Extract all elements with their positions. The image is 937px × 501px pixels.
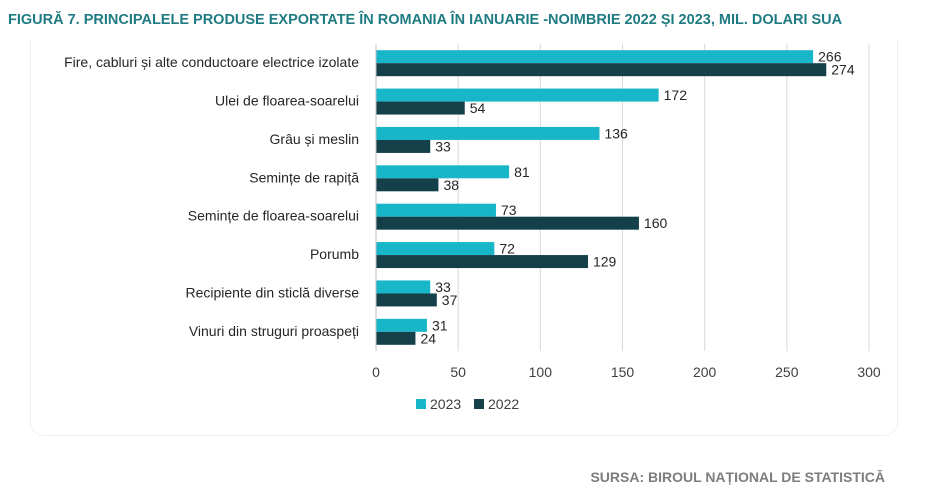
data-label: 136 [604, 125, 628, 141]
bar-2022 [376, 139, 431, 153]
bar-2022 [376, 331, 416, 345]
x-tick-label: 150 [611, 364, 635, 380]
x-tick-label: 200 [693, 364, 717, 380]
legend-swatch-2023 [416, 399, 426, 409]
x-tick-label: 0 [372, 364, 380, 380]
category-label: Semințe de rapiță [249, 169, 359, 185]
data-label: 160 [644, 215, 668, 231]
legend-label: 2022 [488, 396, 519, 412]
data-label: 172 [664, 87, 688, 103]
x-tick-label: 300 [857, 364, 881, 380]
data-label: 33 [435, 279, 451, 295]
bar-2023 [376, 242, 495, 256]
bar-2023 [376, 88, 659, 102]
category-label: Vinuri din struguri proaspeți [189, 323, 359, 339]
data-label: 54 [470, 100, 486, 116]
data-label: 33 [435, 138, 451, 154]
x-tick-label: 250 [775, 364, 799, 380]
category-label: Recipiente din sticlă diverse [185, 284, 359, 300]
data-label: 73 [501, 202, 517, 218]
bar-2023 [376, 165, 510, 179]
bar-2022 [376, 178, 439, 192]
category-label: Semințe de floarea-soarelui [188, 208, 359, 224]
category-label: Porumb [310, 246, 359, 262]
category-label: Ulei de floarea-soarelui [215, 93, 359, 109]
bar-2022 [376, 216, 639, 230]
data-label: 72 [499, 241, 515, 257]
bar-2022 [376, 255, 588, 269]
chart-panel [30, 40, 898, 436]
bar-2022 [376, 63, 827, 77]
legend-label: 2023 [430, 396, 461, 412]
chart-title: FIGURĂ 7. PRINCIPALELE PRODUSE EXPORTATE… [8, 12, 843, 28]
bar-2023 [376, 318, 427, 332]
bar-2023 [376, 203, 496, 217]
data-label: 31 [432, 317, 448, 333]
x-tick-label: 100 [529, 364, 553, 380]
category-label: Fire, cabluri și alte conductoare electr… [64, 54, 359, 70]
bar-2023 [376, 50, 814, 64]
data-label: 38 [443, 177, 459, 193]
data-label: 37 [442, 292, 458, 308]
bar-2023 [376, 280, 431, 294]
data-label: 129 [593, 254, 617, 270]
data-label: 274 [831, 62, 855, 78]
bar-2022 [376, 293, 437, 307]
legend-swatch-2022 [474, 399, 484, 409]
source-note: SURSA: BIROUL NAȚIONAL DE STATISTICĂ [590, 469, 885, 485]
x-tick-label: 50 [450, 364, 466, 380]
bar-2022 [376, 101, 465, 115]
data-label: 266 [818, 49, 842, 65]
category-label: Grâu și meslin [270, 131, 359, 147]
data-label: 24 [420, 330, 436, 346]
data-label: 81 [514, 164, 530, 180]
bar-2023 [376, 126, 600, 140]
